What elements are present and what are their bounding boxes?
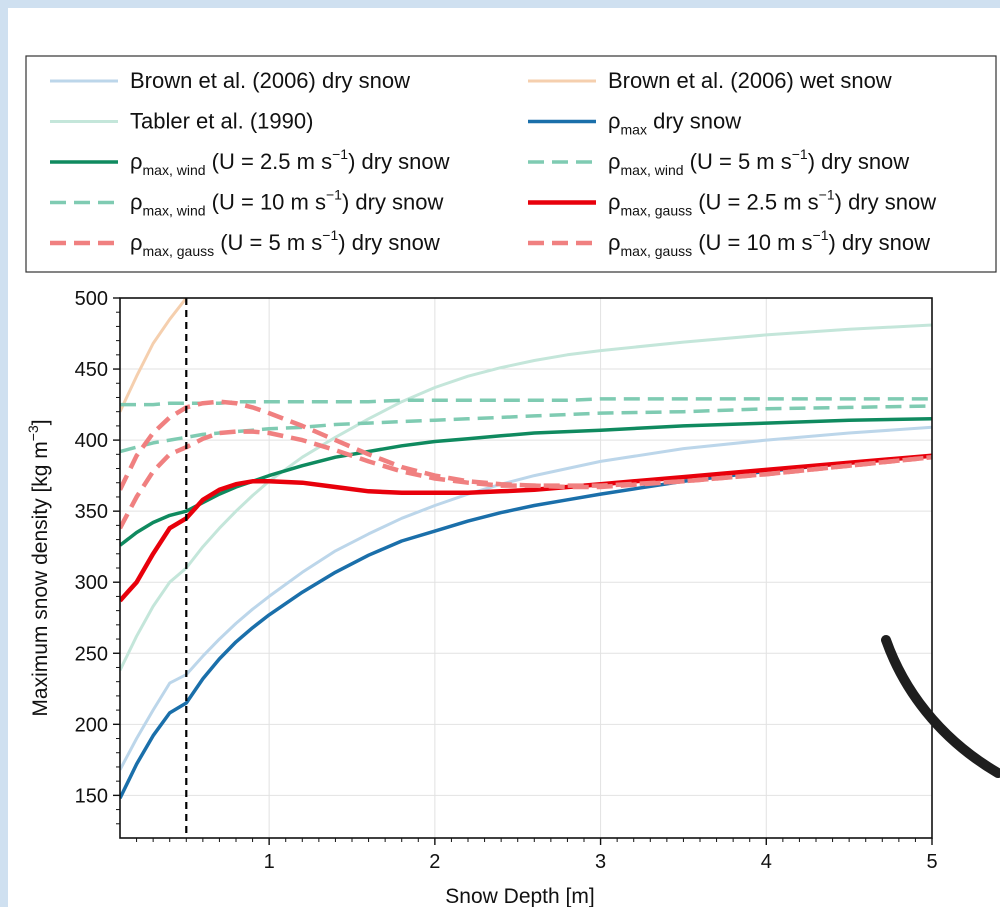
y-tick-label-4: 350 bbox=[75, 501, 108, 523]
y-tick-label-1: 200 bbox=[75, 714, 108, 736]
y-tick-label-5: 400 bbox=[75, 430, 108, 452]
legend-label-6: ρmax, wind (U = 10 m s−1) dry snow bbox=[130, 187, 444, 219]
x-tick-label-0: 1 bbox=[264, 851, 275, 873]
y-tick-label-3: 300 bbox=[75, 572, 108, 594]
series-lines bbox=[120, 298, 932, 799]
series-line-1 bbox=[120, 298, 189, 413]
axis-ticks: 1 2 3 4 5 150 200 250 300 350 400 450 500 bbox=[75, 288, 938, 873]
series-line-8 bbox=[120, 429, 932, 530]
legend-label-2: Tabler et al. (1990) bbox=[130, 109, 313, 134]
series-line-9 bbox=[120, 399, 932, 491]
x-tick-label-4: 5 bbox=[926, 851, 937, 873]
series-line-7 bbox=[120, 453, 932, 603]
legend: Brown et al. (2006) dry snow Brown et al.… bbox=[25, 55, 997, 273]
x-tick-label-3: 4 bbox=[761, 851, 772, 873]
series-line-0 bbox=[120, 425, 932, 771]
series-line-5 bbox=[120, 397, 932, 407]
density-line-chart: Brown et al. (2006) dry snow Brown et al.… bbox=[25, 55, 1000, 907]
legend-label-8: ρmax, gauss (U = 5 m s−1) dry snow bbox=[130, 227, 440, 259]
series-line-2 bbox=[120, 323, 932, 671]
y-tick-label-2: 250 bbox=[75, 643, 108, 665]
x-axis-title: Snow Depth [m] bbox=[445, 885, 594, 907]
legend-label-9: ρmax, gauss (U = 10 m s−1) dry snow bbox=[608, 227, 930, 259]
y-tick-label-0: 150 bbox=[75, 785, 108, 807]
x-tick-label-1: 2 bbox=[429, 851, 440, 873]
legend-label-0: Brown et al. (2006) dry snow bbox=[130, 68, 410, 93]
y-tick-label-7: 500 bbox=[75, 288, 108, 310]
legend-label-5: ρmax, wind (U = 5 m s−1) dry snow bbox=[608, 146, 909, 178]
legend-label-7: ρmax, gauss (U = 2.5 m s−1) dry snow bbox=[608, 187, 936, 219]
legend-label-4: ρmax, wind (U = 2.5 m s−1) dry snow bbox=[130, 146, 450, 178]
plot-background bbox=[120, 298, 932, 838]
y-tick-label-6: 450 bbox=[75, 359, 108, 381]
legend-label-1: Brown et al. (2006) wet snow bbox=[608, 68, 892, 93]
series-line-3 bbox=[120, 453, 932, 799]
legend-label-3: ρmax dry snow bbox=[608, 109, 741, 138]
legend-frame bbox=[25, 55, 997, 273]
x-tick-label-2: 3 bbox=[595, 851, 606, 873]
y-axis-title: Maximum snow density [kg m−3] bbox=[25, 419, 52, 716]
brush-stroke-decoration bbox=[881, 635, 1000, 778]
plot-area: 1 2 3 4 5 150 200 250 300 350 400 450 500 bbox=[75, 288, 938, 873]
gridlines bbox=[120, 297, 933, 838]
figure-canvas: Brown et al. (2006) dry snow Brown et al.… bbox=[8, 8, 1000, 907]
